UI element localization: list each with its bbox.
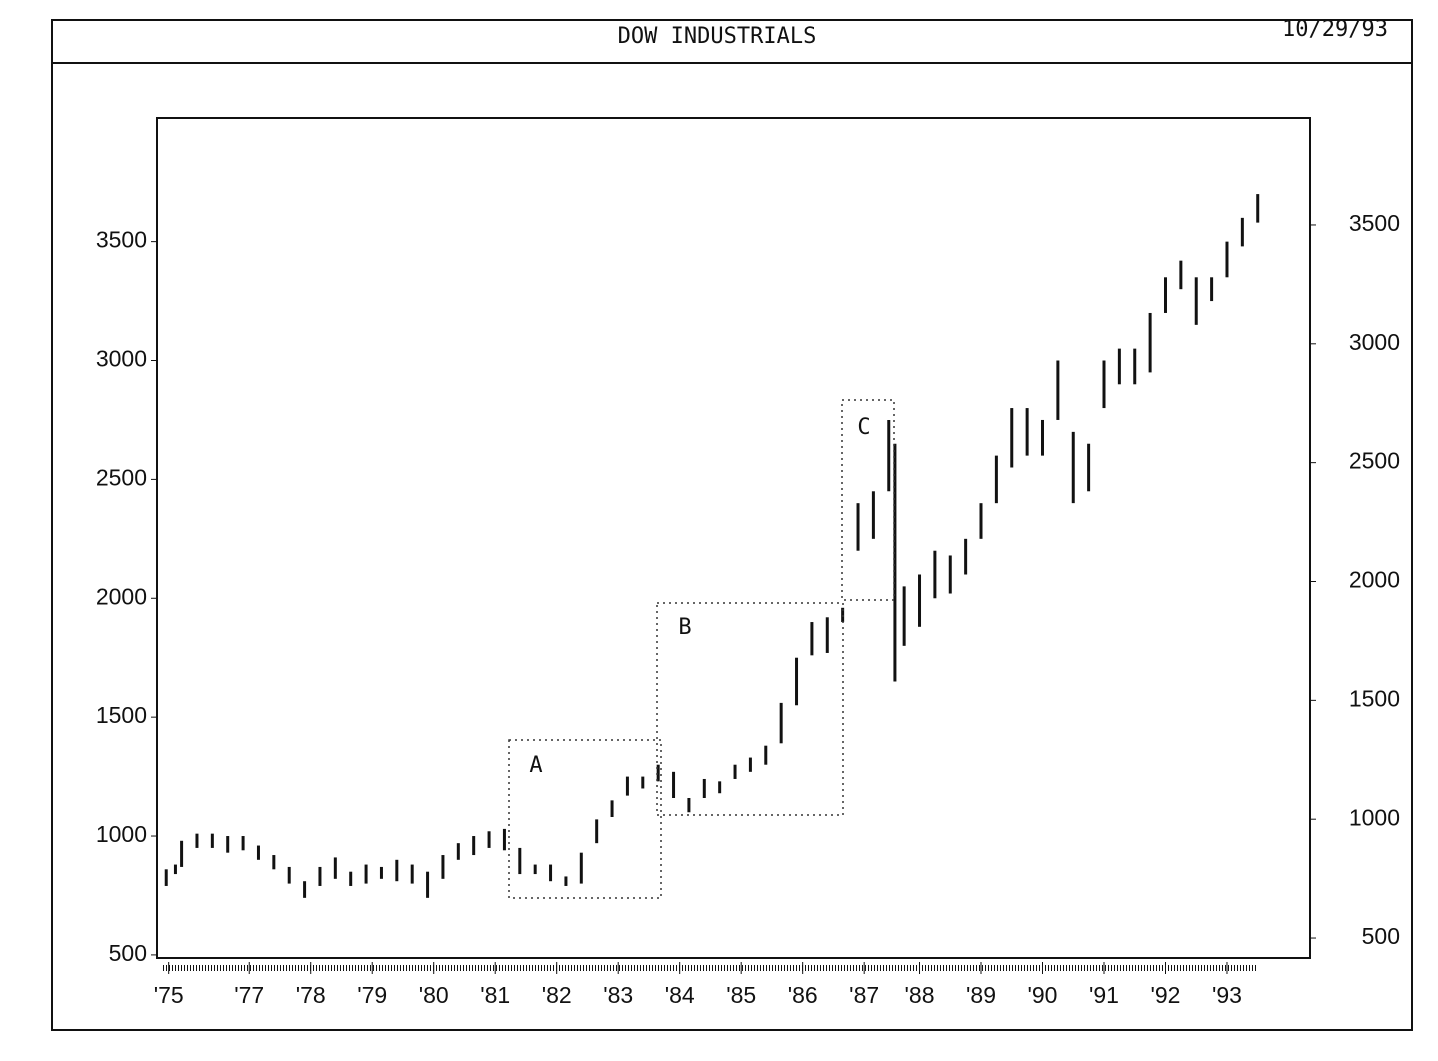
annotation-box xyxy=(841,399,895,601)
x-tick-label: '85 xyxy=(726,982,756,1008)
y-tick-label: 3500 xyxy=(96,227,147,253)
x-tick-label: '93 xyxy=(1212,982,1242,1008)
x-tick-label: '86 xyxy=(788,982,818,1008)
x-tick-label: '79 xyxy=(357,982,387,1008)
x-tick-label: '83 xyxy=(603,982,633,1008)
y2-tick-label: 1500 xyxy=(1349,685,1400,711)
chart-date: 10/29/93 xyxy=(1282,17,1388,42)
y-tick-label: 500 xyxy=(109,940,147,966)
y-tick-label: 1000 xyxy=(96,821,147,847)
x-tick-label: '82 xyxy=(542,982,572,1008)
x-tick-label: '78 xyxy=(296,982,326,1008)
x-tick-label: '87 xyxy=(849,982,879,1008)
y-tick-label: 3000 xyxy=(96,346,147,372)
x-tick-label: '88 xyxy=(905,982,935,1008)
x-tick-label: '90 xyxy=(1028,982,1058,1008)
y2-tick-label: 3000 xyxy=(1349,329,1400,355)
annotation-label: A xyxy=(529,753,542,778)
y-tick-label: 1500 xyxy=(96,702,147,728)
annotation-box xyxy=(656,602,844,816)
x-tick-label: '80 xyxy=(419,982,449,1008)
x-tick-label: '89 xyxy=(966,982,996,1008)
y2-tick-label: 1000 xyxy=(1349,804,1400,830)
x-tick-label: '92 xyxy=(1150,982,1180,1008)
y2-tick-label: 2000 xyxy=(1349,567,1400,593)
y2-tick-label: 3500 xyxy=(1349,210,1400,236)
plot-frame xyxy=(156,117,1311,959)
y2-tick-label: 500 xyxy=(1362,923,1400,949)
y-tick-label: 2000 xyxy=(96,583,147,609)
annotation-box xyxy=(508,739,662,899)
annotation-label: C xyxy=(857,415,870,440)
x-tick-label: '81 xyxy=(480,982,510,1008)
outer-frame xyxy=(51,19,1413,1031)
annotation-label: B xyxy=(678,615,691,640)
x-tick-label: '75 xyxy=(154,982,184,1008)
x-tick-label: '91 xyxy=(1089,982,1119,1008)
y2-tick-label: 2500 xyxy=(1349,448,1400,474)
x-tick-label: '77 xyxy=(234,982,264,1008)
chart-title: DOW INDUSTRIALS xyxy=(618,24,817,49)
y-tick-label: 2500 xyxy=(96,464,147,490)
x-tick-label: '84 xyxy=(665,982,695,1008)
